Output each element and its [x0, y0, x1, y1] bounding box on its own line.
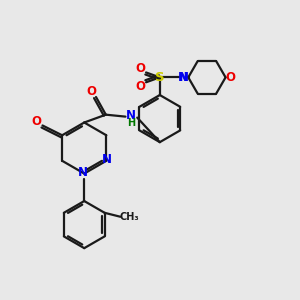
Text: N: N — [179, 71, 189, 84]
Text: CH₃: CH₃ — [119, 212, 139, 222]
Text: O: O — [226, 71, 236, 84]
Text: O: O — [32, 115, 42, 128]
Text: N: N — [102, 153, 112, 166]
Text: N: N — [126, 109, 136, 122]
Text: H: H — [127, 118, 135, 128]
Text: N: N — [78, 166, 88, 179]
Text: O: O — [135, 62, 145, 75]
Text: O: O — [86, 85, 96, 98]
Text: O: O — [135, 80, 145, 93]
Text: S: S — [155, 71, 165, 84]
Text: N: N — [178, 71, 188, 84]
